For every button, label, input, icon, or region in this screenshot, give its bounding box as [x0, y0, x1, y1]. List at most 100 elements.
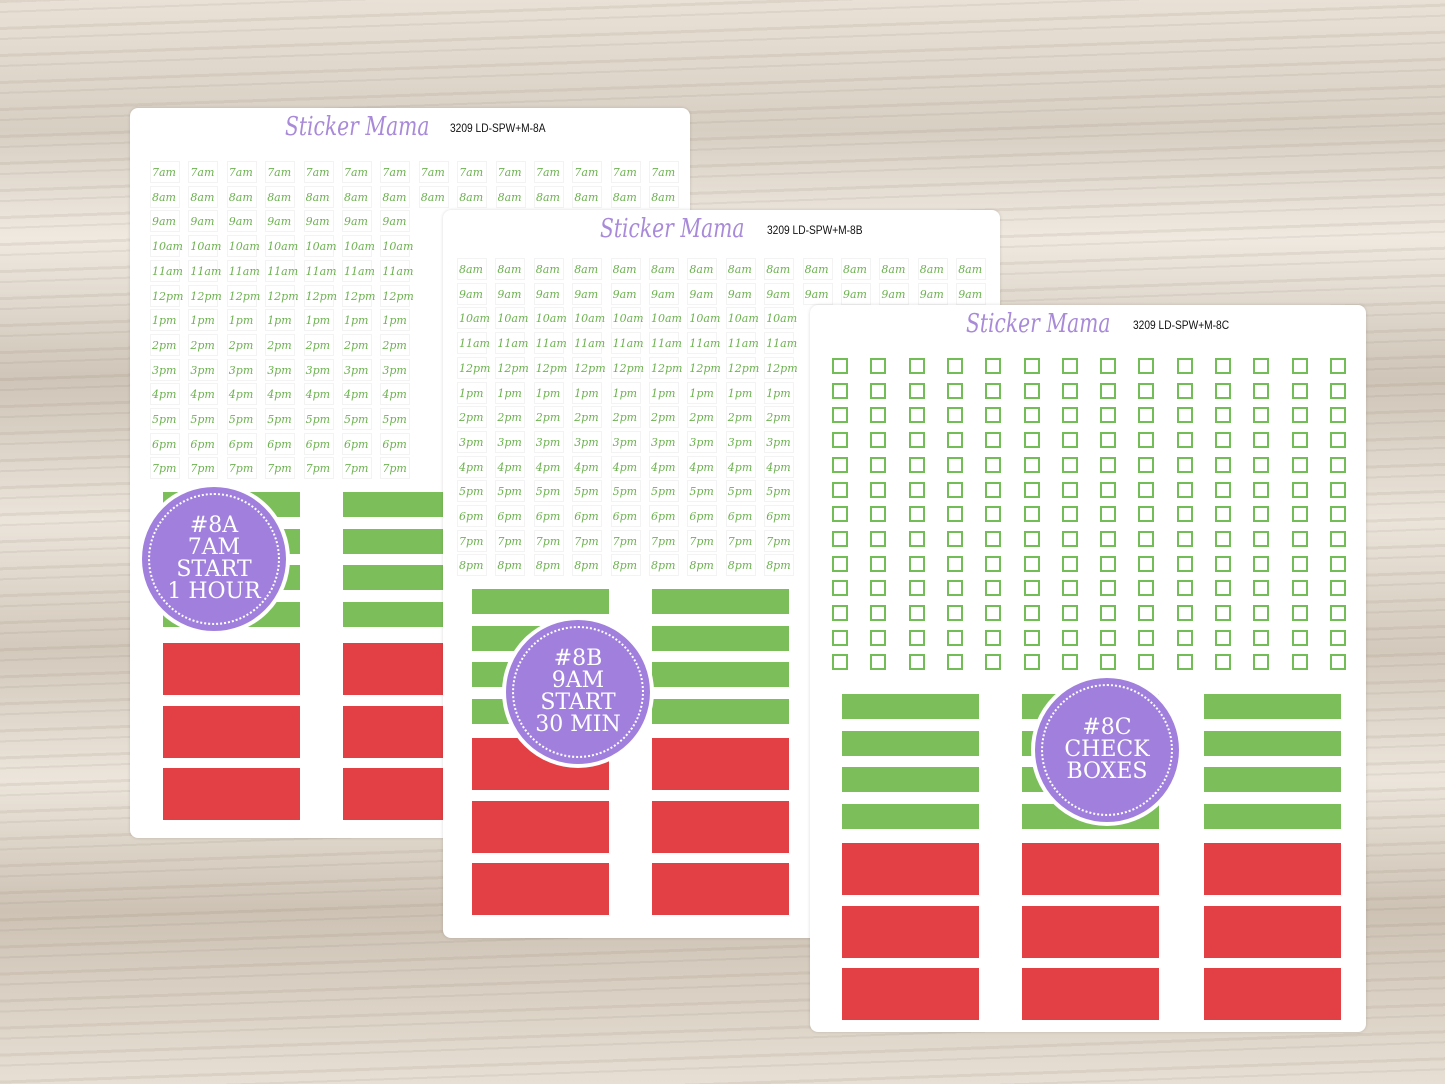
- green-bar-sticker: [652, 589, 789, 614]
- checkbox-icon: [985, 456, 1002, 473]
- checkbox-icon: [946, 481, 963, 498]
- time-sticker: 5pm: [572, 480, 603, 503]
- checkbox-icon: [832, 605, 848, 621]
- time-sticker: 8pm: [649, 554, 679, 577]
- checkbox-icon: [870, 530, 887, 547]
- checkbox-icon: [1061, 456, 1078, 473]
- time-sticker: 8am: [457, 258, 487, 280]
- checkbox-icon: [1138, 481, 1155, 498]
- checkbox-icon: [1291, 555, 1308, 572]
- checkbox-icon: [1100, 481, 1117, 498]
- time-sticker: 11am: [226, 259, 260, 282]
- time-sticker: 6pm: [572, 505, 603, 527]
- time-sticker: 8pm: [610, 554, 641, 577]
- checkbox-icon: [985, 481, 1002, 498]
- time-sticker: 8am: [495, 185, 526, 208]
- time-sticker: 3pm: [725, 430, 756, 453]
- time-sticker: 8pm: [457, 554, 487, 577]
- time-sticker: 8am: [649, 185, 680, 208]
- checkbox-icon: [1138, 605, 1155, 621]
- checkbox-icon: [1100, 629, 1117, 646]
- checkbox-icon: [946, 358, 963, 374]
- checkbox-icon: [870, 605, 887, 621]
- time-sticker: 3pm: [764, 430, 795, 453]
- time-sticker: 11am: [342, 259, 375, 282]
- time-sticker: 9am: [879, 282, 910, 305]
- checkbox-icon: [870, 382, 887, 399]
- checkbox-icon: [1138, 530, 1155, 547]
- green-bar-sticker: [842, 694, 979, 719]
- checkbox-icon: [1100, 506, 1117, 523]
- green-bar-sticker: [842, 803, 979, 829]
- time-sticker: 6pm: [380, 432, 411, 455]
- brand-logo: Sticker Mama: [285, 112, 430, 142]
- time-sticker: 2pm: [687, 406, 718, 429]
- time-sticker: 8am: [572, 185, 603, 208]
- time-sticker: 10am: [265, 235, 298, 258]
- red-box-sticker: [842, 843, 979, 895]
- time-sticker: 12pm: [725, 356, 759, 379]
- checkbox-icon: [1176, 407, 1193, 424]
- checkbox-icon: [1023, 481, 1040, 498]
- checkbox-icon: [946, 407, 963, 424]
- checkbox-icon: [1329, 629, 1346, 646]
- checkbox-icon: [908, 432, 925, 449]
- time-sticker: 8am: [610, 258, 641, 280]
- checkbox-icon: [1023, 555, 1040, 572]
- checkbox-icon: [1215, 629, 1231, 646]
- time-sticker: 10am: [725, 307, 759, 330]
- time-sticker: 6pm: [649, 505, 679, 527]
- time-sticker: 2pm: [265, 333, 296, 356]
- checkbox-icon: [1215, 605, 1231, 621]
- green-bar-sticker: [1204, 803, 1341, 829]
- time-sticker: 9am: [342, 210, 372, 233]
- time-sticker: 6pm: [687, 505, 718, 527]
- checkbox-icon: [832, 580, 848, 597]
- checkbox-icon: [832, 407, 848, 424]
- green-bar-sticker: [652, 625, 789, 651]
- time-sticker: 8am: [802, 258, 833, 280]
- time-sticker: 4pm: [725, 455, 756, 478]
- time-sticker: 8am: [533, 258, 564, 280]
- green-bar-sticker: [1204, 694, 1341, 719]
- sheet-badge: #8C CHECK BOXES: [1031, 674, 1183, 826]
- checkbox-icon: [1176, 382, 1193, 399]
- checkbox-icon: [1061, 506, 1078, 523]
- checkbox-icon: [1253, 605, 1270, 621]
- time-sticker: 7pm: [342, 457, 372, 480]
- checkbox-icon: [985, 654, 1002, 671]
- time-sticker: 7am: [188, 161, 219, 183]
- time-sticker: 2pm: [226, 333, 257, 356]
- checkbox-icon: [1061, 654, 1078, 671]
- time-sticker: 8am: [534, 185, 564, 208]
- time-sticker: 12pm: [687, 356, 721, 379]
- time-sticker: 1pm: [495, 381, 526, 404]
- time-sticker: 3pm: [687, 430, 718, 453]
- time-sticker: 2pm: [495, 406, 526, 429]
- time-sticker: 9am: [495, 282, 526, 305]
- checkbox-icon: [1061, 530, 1078, 547]
- red-box-sticker: [163, 643, 300, 695]
- time-sticker: 4pm: [342, 383, 372, 406]
- time-sticker: 11am: [687, 332, 720, 355]
- time-sticker: 5pm: [226, 408, 257, 430]
- time-sticker: 10am: [342, 235, 375, 258]
- time-sticker: 2pm: [533, 406, 564, 429]
- checkbox-icon: [1291, 382, 1308, 399]
- checkbox-icon: [1215, 654, 1231, 671]
- time-sticker: 10am: [380, 235, 413, 258]
- checkbox-icon: [1253, 432, 1270, 449]
- time-sticker: 11am: [533, 332, 567, 355]
- time-sticker: 8am: [572, 258, 603, 280]
- time-sticker: 10am: [687, 307, 720, 330]
- time-sticker: 6pm: [533, 505, 564, 527]
- time-sticker: 5pm: [303, 408, 334, 430]
- checkbox-icon: [908, 358, 925, 374]
- time-sticker: 8am: [150, 185, 180, 208]
- time-sticker: 12pm: [226, 284, 260, 307]
- checkbox-icon: [1023, 456, 1040, 473]
- time-sticker: 11am: [610, 332, 644, 355]
- time-sticker: 11am: [764, 332, 797, 355]
- checkbox-icon: [1023, 530, 1040, 547]
- time-sticker: 7am: [303, 161, 334, 183]
